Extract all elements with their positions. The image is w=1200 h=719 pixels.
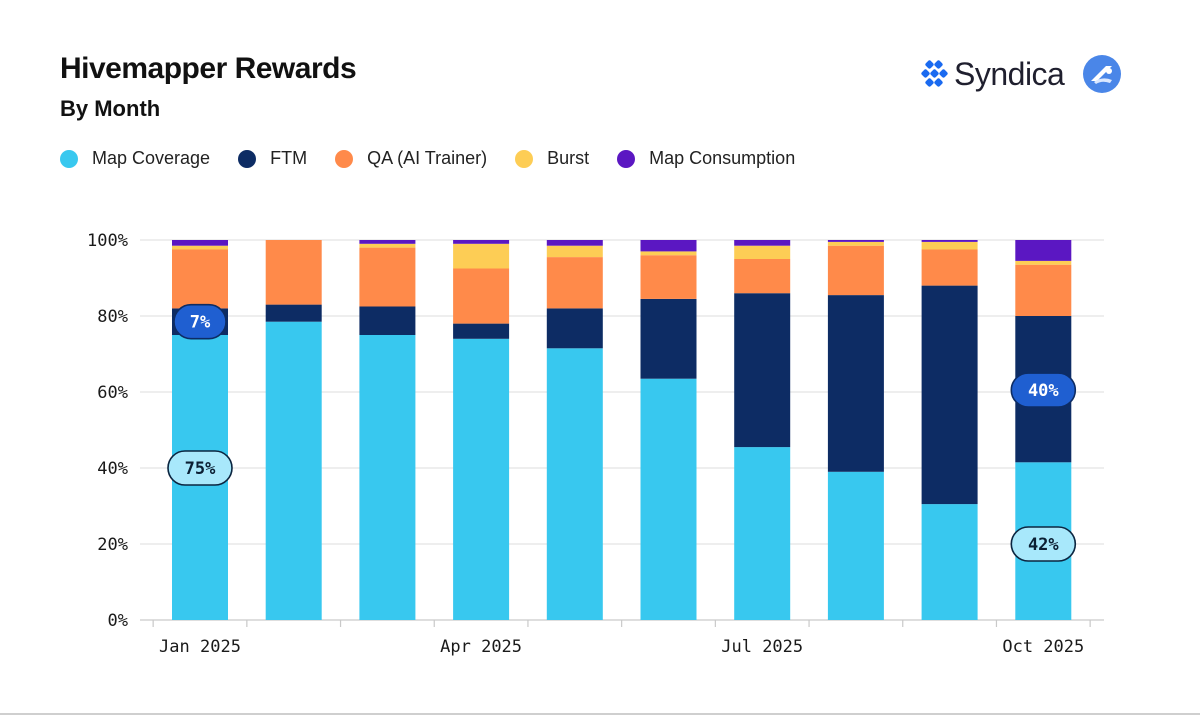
data-label-pill xyxy=(173,303,227,340)
legend-item-ftm: FTM xyxy=(238,148,307,169)
data-label: 75% xyxy=(185,459,216,479)
legend-swatch xyxy=(60,149,78,168)
bar-segment xyxy=(921,249,978,286)
bar-segment xyxy=(265,240,322,305)
bar-segment xyxy=(172,240,228,246)
x-tick-label: Oct 2025 xyxy=(1002,637,1084,657)
bar-segment xyxy=(640,255,697,299)
chart-subtitle: By Month xyxy=(60,96,161,121)
y-tick-label: 80% xyxy=(97,307,128,327)
bar-segment xyxy=(1015,264,1072,316)
bar-segment xyxy=(359,306,416,335)
bar-segment xyxy=(921,240,978,242)
bar-segment xyxy=(734,245,791,259)
x-tick-label: Apr 2025 xyxy=(440,637,522,657)
bar-segment xyxy=(265,304,322,322)
bar-segment xyxy=(453,243,510,269)
y-tick-label: 100% xyxy=(87,231,128,251)
x-tick-label: Jan 2025 xyxy=(159,637,241,657)
brand-name: Syndica xyxy=(954,55,1065,92)
data-label: 42% xyxy=(1028,535,1059,555)
bar-segment xyxy=(827,241,884,246)
bar-segment xyxy=(172,245,228,250)
bar-segment xyxy=(359,247,416,307)
bar-segment xyxy=(546,348,603,620)
data-label: 40% xyxy=(1028,381,1059,401)
bottom-divider xyxy=(0,713,1200,715)
bar-segment xyxy=(921,241,978,250)
legend: Map Coverage FTM QA (AI Trainer) Burst M… xyxy=(60,148,823,169)
data-label: 7% xyxy=(190,313,211,333)
bar-segment xyxy=(453,240,510,244)
y-tick-label: 40% xyxy=(97,459,128,479)
hivemapper-logo-icon xyxy=(1083,55,1122,93)
bar-segment xyxy=(1015,240,1072,261)
bar-segment xyxy=(734,447,791,620)
x-tick-label: Jul 2025 xyxy=(721,637,803,657)
data-label-pill xyxy=(1010,372,1077,408)
legend-swatch xyxy=(515,149,534,168)
bar-segment xyxy=(921,504,978,620)
bar-segment xyxy=(640,251,697,256)
legend-item-burst: Burst xyxy=(515,148,589,169)
bar-segment xyxy=(827,240,884,242)
legend-item-map-consumption: Map Consumption xyxy=(617,148,795,169)
bar-segment xyxy=(734,240,791,246)
bar-segment xyxy=(827,295,884,472)
legend-label: Burst xyxy=(547,148,590,168)
bar-segment xyxy=(546,257,603,309)
brand: Syndica xyxy=(920,52,1122,96)
bar-segment xyxy=(359,240,416,244)
legend-label: Map Consumption xyxy=(649,148,796,168)
bar-segment xyxy=(640,298,697,379)
legend-swatch xyxy=(617,149,636,168)
legend-item-map-coverage: Map Coverage xyxy=(60,148,210,169)
bar-segment xyxy=(453,323,510,339)
bar-segment xyxy=(827,245,884,296)
bar-segment xyxy=(546,308,603,349)
chart-title: Hivemapper Rewards xyxy=(60,52,357,85)
legend-label: FTM xyxy=(270,148,308,168)
data-label-pill xyxy=(1010,526,1077,562)
bar-segment xyxy=(453,338,510,620)
bar-segment xyxy=(265,321,322,620)
bar-segment xyxy=(734,259,791,294)
y-tick-label: 0% xyxy=(108,611,128,631)
legend-swatch xyxy=(335,149,354,168)
bar-segment xyxy=(359,335,416,620)
data-label-pill xyxy=(167,450,233,486)
y-tick-label: 60% xyxy=(97,383,128,403)
bar-segment xyxy=(453,268,510,324)
bar-segment xyxy=(546,245,603,258)
bar-segment xyxy=(921,285,978,505)
legend-swatch xyxy=(238,149,257,168)
bar-segment xyxy=(172,249,228,309)
legend-label: QA (AI Trainer) xyxy=(367,148,488,168)
legend-label: Map Coverage xyxy=(92,148,211,168)
bar-segment xyxy=(546,240,603,246)
bar-segment xyxy=(359,243,416,248)
bar-segment xyxy=(827,471,884,620)
bar-segment xyxy=(1015,260,1072,265)
bar-segment xyxy=(734,293,791,448)
bar-segment xyxy=(640,378,697,620)
legend-item-qa-ai-trainer: QA (AI Trainer) xyxy=(335,148,487,169)
bar-segment xyxy=(640,240,697,252)
y-tick-label: 20% xyxy=(97,535,128,555)
syndica-logo-icon xyxy=(921,60,948,87)
